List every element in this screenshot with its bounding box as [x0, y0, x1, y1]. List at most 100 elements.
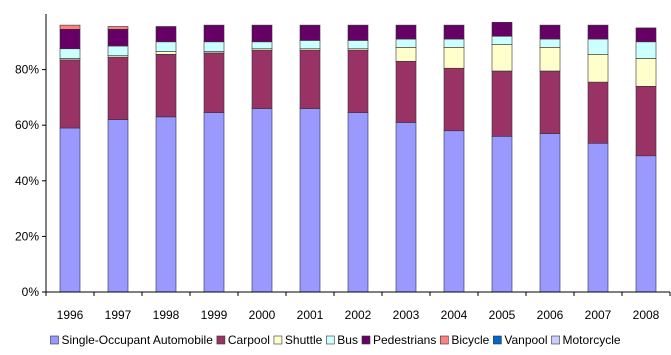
bar-segment-2002-s3 — [347, 40, 369, 50]
x-tick-label: 2001 — [297, 308, 324, 322]
bar-segment-1997-s5 — [107, 26, 129, 30]
bar-segment-2008-s3 — [635, 41, 657, 59]
bar-segment-2003-s3 — [395, 38, 417, 48]
legend-label: Single-Occupant Automobile — [61, 333, 213, 347]
bar-segment-2005-s1 — [491, 70, 513, 137]
bar-segment-2006-s1 — [539, 70, 561, 134]
bar-segment-2003-s2 — [395, 47, 417, 62]
legend-label: Vanpool — [504, 333, 547, 347]
bar-segment-2005-s2 — [491, 44, 513, 72]
bar-segment-2002-s4 — [347, 24, 369, 41]
bar-segment-2001-s1 — [299, 49, 321, 109]
x-tick-label: 2003 — [393, 308, 420, 322]
bar-segment-2000-s4 — [251, 24, 273, 43]
bar-segment-1996-s0 — [59, 127, 81, 293]
legend-swatch — [273, 335, 283, 345]
bar-segment-2003-s1 — [395, 60, 417, 123]
bar-segment-2008-s1 — [635, 85, 657, 157]
y-tick-label: 0% — [22, 285, 40, 299]
bar-segment-1996-s1 — [59, 59, 81, 129]
bar-segment-2001-s3 — [299, 40, 321, 50]
legend-label: Bicycle — [451, 333, 489, 347]
bar-segment-2006-s3 — [539, 38, 561, 48]
bar-segment-1996-s5 — [59, 24, 81, 30]
y-tick-label: 60% — [15, 118, 39, 132]
bar-segment-1997-s4 — [107, 28, 129, 47]
bar-segment-2003-s0 — [395, 122, 417, 293]
x-tick-label: 2000 — [249, 308, 276, 322]
bar-segment-2004-s3 — [443, 38, 465, 48]
bar-segment-2007-s4 — [587, 24, 609, 40]
bar-segment-1998-s4 — [155, 26, 177, 43]
bar-segment-2002-s0 — [347, 112, 369, 293]
bar-segment-1996-s3 — [59, 48, 81, 59]
x-tick-label: 2005 — [489, 308, 516, 322]
x-tick-label: 2006 — [537, 308, 564, 322]
bar-segment-2004-s1 — [443, 67, 465, 132]
legend-swatch — [440, 335, 449, 345]
bar-segment-2004-s0 — [443, 130, 465, 293]
x-tick-label: 1999 — [201, 308, 228, 322]
legend: Single-Occupant Automobile Carpool Shuttle… — [50, 333, 621, 347]
legend-label: Motorcycle — [563, 333, 621, 347]
bar-segment-2000-s0 — [251, 108, 273, 293]
y-tick-label: 80% — [15, 63, 39, 77]
bar-segment-1996-s4 — [59, 28, 81, 50]
bar-segment-2004-s4 — [443, 24, 465, 40]
legend-swatch — [551, 335, 560, 345]
x-tick-label: 2007 — [585, 308, 612, 322]
x-tick-label: 2008 — [633, 308, 660, 322]
legend-swatch — [493, 335, 502, 345]
bar-segment-2005-s4 — [491, 22, 513, 37]
bar-segment-2007-s0 — [587, 142, 609, 293]
bar-segment-2004-s2 — [443, 47, 465, 69]
y-tick-label: 40% — [15, 174, 39, 188]
bar-segment-2008-s4 — [635, 27, 657, 43]
bar-segment-2000-s1 — [251, 49, 273, 109]
bar-segment-1997-s3 — [107, 45, 129, 57]
bar-segment-1999-s0 — [203, 112, 225, 293]
legend-swatch — [325, 335, 335, 345]
bar-segment-1999-s1 — [203, 52, 225, 113]
legend-label: Carpool — [228, 333, 270, 347]
bar-segment-2007-s1 — [587, 81, 609, 144]
x-tick-label: 2002 — [345, 308, 372, 322]
bar-segment-2006-s4 — [539, 24, 561, 40]
bar-segment-2008-s2 — [635, 58, 657, 87]
bar-segment-1997-s1 — [107, 56, 129, 120]
legend-label: Bus — [337, 333, 358, 347]
bar-segment-2000-s3 — [251, 41, 273, 50]
bar-segment-2001-s0 — [299, 108, 321, 293]
bar-segment-1999-s4 — [203, 24, 225, 43]
legend-swatch — [361, 335, 371, 345]
bar-segment-1998-s2 — [155, 51, 177, 55]
bar-segment-2005-s3 — [491, 35, 513, 45]
legend-label: Pedestrians — [373, 333, 436, 347]
x-tick-label: 2004 — [441, 308, 468, 322]
bar-segment-2007-s3 — [587, 38, 609, 55]
bar-segment-2003-s4 — [395, 24, 417, 40]
bar-segment-2005-s0 — [491, 136, 513, 293]
bar-segment-1998-s0 — [155, 116, 177, 293]
bar-segment-2002-s1 — [347, 49, 369, 113]
axes-layer: 0% 20% 40% 60% 80% 1996 1997 1998 1999 2000 2001 20… — [15, 14, 671, 322]
bar-segment-1998-s3 — [155, 41, 177, 52]
x-tick-label: 1997 — [105, 308, 132, 322]
bar-segment-2001-s4 — [299, 24, 321, 41]
legend-swatch — [216, 335, 226, 345]
bar-segment-2006-s0 — [539, 133, 561, 293]
bar-segment-1999-s3 — [203, 41, 225, 52]
bars-layer — [59, 22, 657, 293]
legend-swatch — [50, 335, 59, 345]
bar-segment-2007-s2 — [587, 54, 609, 83]
y-tick-label: 20% — [15, 229, 39, 243]
bar-segment-1998-s1 — [155, 54, 177, 118]
bar-segment-1997-s0 — [107, 119, 129, 293]
bar-segment-2006-s2 — [539, 47, 561, 72]
legend-label: Shuttle — [285, 333, 323, 347]
bar-segment-2008-s0 — [635, 155, 657, 293]
x-tick-label: 1998 — [153, 308, 180, 322]
x-tick-label: 1996 — [57, 308, 84, 322]
